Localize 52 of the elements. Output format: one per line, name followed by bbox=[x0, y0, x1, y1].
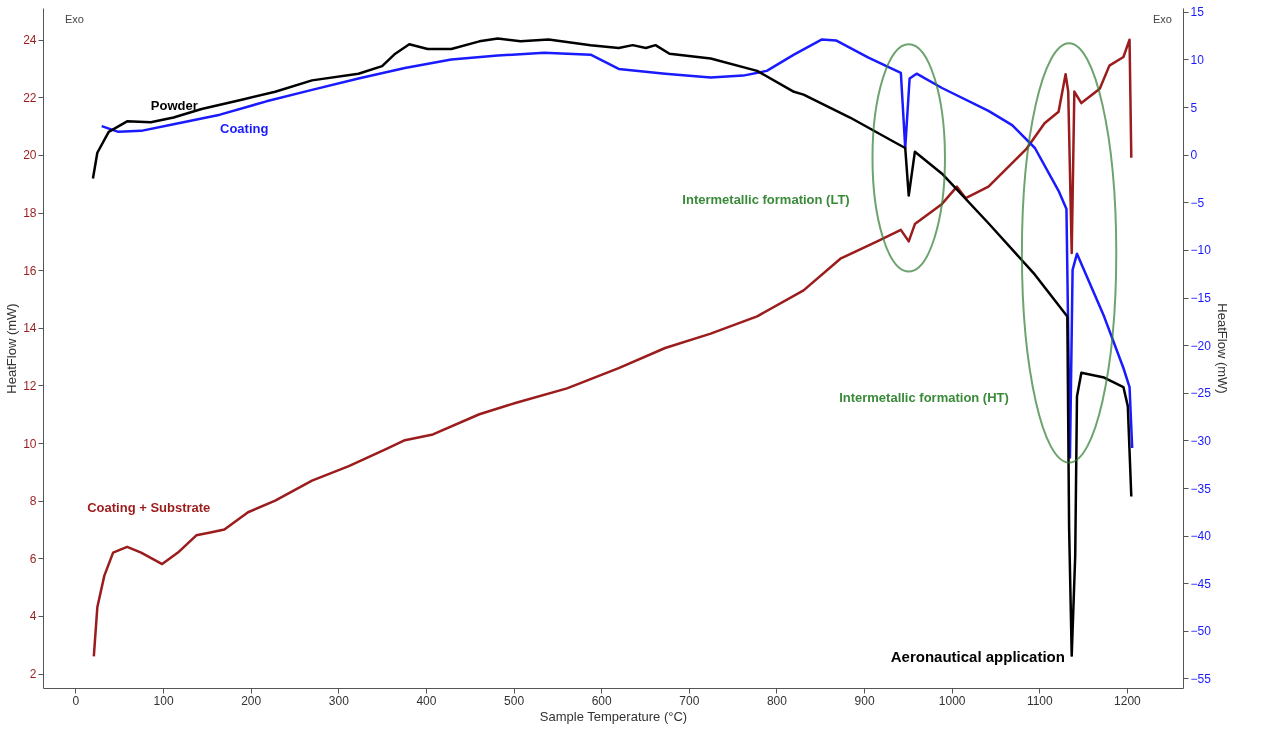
y2-tick-label: 10 bbox=[1190, 52, 1205, 67]
y-tick-label: 12 bbox=[23, 378, 37, 393]
x-tick-label: 600 bbox=[591, 693, 612, 708]
annotation: Intermetallic formation (LT) bbox=[682, 192, 850, 207]
x-tick-label: 900 bbox=[854, 693, 875, 708]
line-series bbox=[100, 38, 1134, 459]
y2-tick-label: −5 bbox=[1190, 195, 1205, 210]
y-tick-label: 24 bbox=[23, 33, 37, 48]
y-tick-label: 8 bbox=[29, 494, 37, 509]
x-tick-label: 0 bbox=[72, 693, 80, 708]
y2-tick-label: −20 bbox=[1190, 338, 1212, 353]
x-tick-label: 700 bbox=[679, 693, 700, 708]
x-tick-label: 800 bbox=[766, 693, 788, 708]
y-tick-label: 18 bbox=[23, 206, 37, 221]
x-tick-label: 1000 bbox=[938, 693, 966, 708]
y-tick-label: 14 bbox=[23, 321, 37, 336]
y2-tick-label: −40 bbox=[1190, 529, 1212, 544]
y2-tick-label: −35 bbox=[1190, 481, 1212, 496]
x-tick-label: 1200 bbox=[1114, 693, 1142, 708]
x-tick-label: 200 bbox=[241, 693, 262, 708]
y2-tick-label: −10 bbox=[1190, 243, 1212, 258]
y2-tick-label: 5 bbox=[1190, 100, 1198, 115]
y2-tick-label: −50 bbox=[1190, 624, 1212, 639]
y2-tick-label: −55 bbox=[1190, 671, 1212, 686]
annotation: Intermetallic formation (HT) bbox=[839, 390, 1009, 405]
x-tick-label: 100 bbox=[153, 693, 174, 708]
annotation: Exo bbox=[65, 13, 84, 25]
y-tick-label: 16 bbox=[23, 263, 37, 278]
y-tick-label: 10 bbox=[23, 436, 37, 451]
y2-tick-label: −30 bbox=[1190, 433, 1212, 448]
x-tick-label: 300 bbox=[328, 693, 350, 708]
series-label: Coating + Substrate bbox=[87, 500, 211, 516]
y-axis-title: HeatFlow (mW) bbox=[4, 303, 20, 394]
y-tick-label: 20 bbox=[23, 148, 37, 163]
y2-tick-label: 0 bbox=[1190, 148, 1198, 163]
y2-tick-label: −25 bbox=[1190, 386, 1212, 401]
series-label: Coating bbox=[220, 120, 269, 136]
x-tick-label: 500 bbox=[504, 693, 525, 708]
x-tick-label: 400 bbox=[416, 693, 437, 708]
annotation: Aeronautical application bbox=[890, 648, 1065, 666]
annotation: Exo bbox=[1153, 13, 1172, 25]
y-tick-label: 22 bbox=[23, 90, 37, 105]
y-tick-label: 2 bbox=[29, 667, 37, 682]
y2-tick-label: 15 bbox=[1190, 5, 1205, 20]
y-tick-label: 4 bbox=[29, 609, 37, 624]
x-tick-label: 1100 bbox=[1026, 693, 1054, 708]
x-axis-title: Sample Temperature (°C) bbox=[539, 708, 688, 724]
y2-tick-label: −15 bbox=[1190, 291, 1212, 306]
y2-axis-title: HeatFlow (mW) bbox=[1214, 303, 1230, 394]
series-label: Powder bbox=[150, 98, 198, 114]
y2-tick-label: −45 bbox=[1190, 576, 1212, 591]
y-tick-label: 6 bbox=[29, 551, 37, 566]
